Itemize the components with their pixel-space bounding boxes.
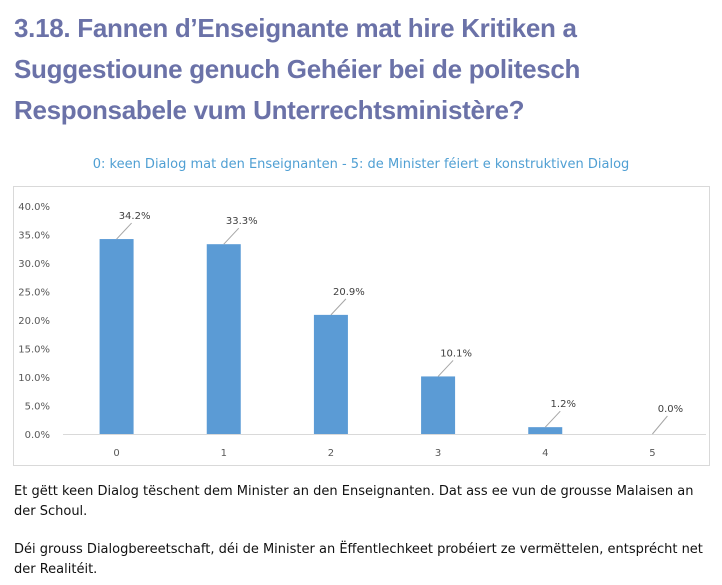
leader-line — [437, 360, 454, 377]
bar — [421, 376, 456, 434]
data-label: 20.9% — [333, 287, 365, 298]
y-tick-label: 5.0% — [25, 402, 50, 413]
y-tick-label: 20.0% — [18, 316, 50, 327]
leader-line — [544, 410, 561, 428]
paragraph-2: Déi grouss Dialogbereetschaft, déi de Mi… — [14, 542, 703, 577]
x-tick-label: 1 — [221, 448, 227, 459]
bar — [206, 244, 241, 434]
data-label: 1.2% — [551, 399, 576, 410]
y-tick-label: 30.0% — [18, 259, 50, 270]
leader-line — [116, 222, 132, 240]
leader-line — [652, 415, 668, 435]
chart-frame — [13, 186, 710, 466]
y-tick-label: 40.0% — [18, 202, 50, 213]
x-tick-label: 5 — [649, 448, 655, 459]
x-tick-label: 4 — [542, 448, 548, 459]
data-label: 0.0% — [658, 404, 683, 415]
x-tick-label: 3 — [435, 448, 441, 459]
x-tick-label: 0 — [113, 448, 119, 459]
y-tick-label: 10.0% — [18, 373, 50, 384]
data-label: 33.3% — [226, 216, 258, 227]
y-tick-label: 25.0% — [18, 288, 50, 299]
x-tick-label: 2 — [328, 448, 334, 459]
bar — [99, 239, 134, 434]
leader-line — [223, 227, 240, 245]
chart-title: 0: keen Dialog mat den Enseignanten - 5:… — [92, 157, 630, 172]
y-tick-label: 0.0% — [25, 430, 50, 441]
leader-line — [330, 298, 347, 316]
paragraph-1: Et gëtt keen Dialog tëschent dem Ministe… — [14, 484, 694, 519]
bar — [313, 314, 348, 434]
bar — [528, 427, 563, 434]
y-tick-label: 15.0% — [18, 345, 50, 356]
y-tick-label: 35.0% — [18, 231, 50, 242]
data-label: 10.1% — [440, 348, 472, 359]
data-label: 34.2% — [119, 211, 151, 222]
bar-chart: 0.0%5.0%10.0%15.0%20.0%25.0%30.0%35.0%40… — [18, 202, 706, 459]
page-heading: 3.18. Fannen d’Enseignante mat hire Krit… — [14, 13, 581, 125]
